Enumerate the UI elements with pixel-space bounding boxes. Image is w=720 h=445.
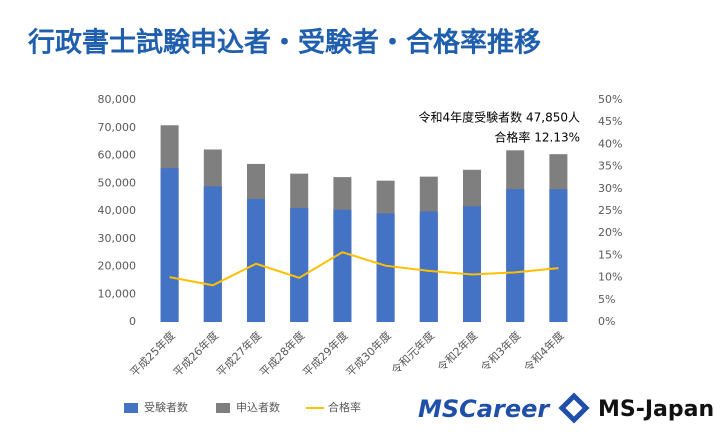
bar xyxy=(247,198,265,322)
legend-label: 受験者数 xyxy=(144,400,188,414)
logo-right: MS-Japan xyxy=(598,397,714,422)
x-tick-label: 令和4年度 xyxy=(521,328,567,374)
y2-tick-label: 35% xyxy=(598,160,622,173)
bar xyxy=(419,211,438,322)
x-tick-label: 平成28年度 xyxy=(257,328,308,379)
logo-left: MSCareer xyxy=(418,395,551,423)
y-tick-label: 60,000 xyxy=(98,149,137,162)
annotation: 合格率 12.13% xyxy=(494,130,580,145)
y2-tick-label: 20% xyxy=(598,226,622,239)
x-tick-label: 平成25年度 xyxy=(127,328,178,379)
y2-tick-label: 5% xyxy=(598,293,615,306)
y-tick-label: 30,000 xyxy=(98,232,137,245)
line xyxy=(169,251,559,287)
legend-swatch xyxy=(124,403,138,413)
legend-label: 申込者数 xyxy=(236,401,280,414)
bar xyxy=(290,208,309,322)
y2-tick-label: 45% xyxy=(598,115,622,128)
bar xyxy=(333,209,352,322)
y-tick-label: 80,000 xyxy=(98,93,137,106)
y2-tick-label: 25% xyxy=(598,204,622,217)
x-tick-label: 平成29年度 xyxy=(300,328,351,379)
bar xyxy=(160,168,179,322)
logo-icon xyxy=(558,392,590,424)
y-tick-label: 0 xyxy=(129,315,136,328)
y2-tick-label: 15% xyxy=(598,248,622,261)
y-tick-label: 70,000 xyxy=(98,121,137,134)
x-tick-label: 平成26年度 xyxy=(170,328,221,379)
annotation: 令和4年度受験者数 47,850人 xyxy=(419,110,580,125)
bar xyxy=(463,206,481,322)
y2-tick-label: 10% xyxy=(598,271,622,284)
legend-label: 合格率 xyxy=(328,400,361,414)
x-tick-label: 令和3年度 xyxy=(477,328,523,374)
x-tick-label: 令和元年度 xyxy=(388,328,437,377)
bar xyxy=(203,186,222,322)
x-tick-label: 令和2年度 xyxy=(434,328,480,374)
y2-tick-label: 50% xyxy=(598,93,622,106)
bar xyxy=(506,189,525,322)
legend-swatch xyxy=(216,403,230,413)
y2-tick-label: 40% xyxy=(598,137,622,150)
y-tick-label: 10,000 xyxy=(98,287,137,300)
x-tick-label: 平成30年度 xyxy=(343,328,394,379)
bar xyxy=(549,189,568,322)
y2-tick-label: 0% xyxy=(598,315,615,328)
y-tick-label: 20,000 xyxy=(98,260,137,273)
y2-tick-label: 30% xyxy=(598,182,622,195)
bar xyxy=(376,213,395,322)
y-tick-label: 40,000 xyxy=(98,204,137,217)
y-tick-label: 50,000 xyxy=(98,176,137,189)
x-tick-label: 平成27年度 xyxy=(213,328,264,379)
page-title: 行政書士試験申込者・受験者・合格率推移 xyxy=(27,27,541,59)
